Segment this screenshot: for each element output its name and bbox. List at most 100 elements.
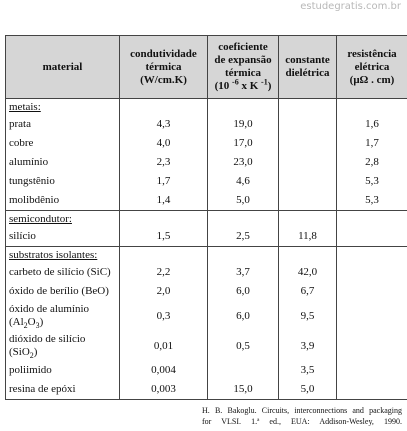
empty-cell [336,246,407,263]
cell-value: 3,7 [236,266,250,278]
material-cell: cobre [5,134,120,153]
material-cell: silício [5,227,120,247]
cell-value: 6,0 [236,309,250,322]
section-title: metais: [9,100,41,113]
text-segment: tungstênio [9,175,55,187]
cell-value: 11,8 [298,230,317,242]
cell-value: 0,3 [156,309,171,322]
data-row: dióxido de silício (SiO2) 0,01 0,5 3,9 [5,331,407,361]
cell-line: (μΩ . cm) [337,74,407,87]
header-cell: material [5,35,120,99]
value-cell: 1,5 [119,227,208,247]
value-cell: 15,0 [207,380,279,400]
cell-value: 5,3 [365,175,379,187]
data-row: carbeto de silício (SiC) 2,2 3,7 42,0 [5,263,407,282]
value-cell: 2,2 [119,263,208,282]
text-segment: resistência [347,47,397,60]
value-cell: 2,8 [336,153,407,172]
section-row: semicondutor: [5,210,407,227]
text-segment: x K [238,80,262,92]
value-cell: 4,3 [119,115,208,134]
value-cell: 1,7 [119,172,208,191]
cell-value: 1,5 [156,230,171,242]
cell-value: 4,3 [156,118,171,130]
value-cell [278,115,337,134]
value-cell [336,282,407,301]
value-cell [336,301,407,331]
cell-value: 42,0 [297,266,318,278]
value-cell [336,263,407,282]
section-title-cell: semicondutor: [5,210,120,227]
value-cell [278,134,337,153]
cell-value: 19,0 [233,118,253,130]
cell-line: óxido de berílio (BeO) [9,285,119,298]
material-cell: poliimido [5,361,120,380]
text-segment: (10 [214,80,233,92]
value-cell: 0,004 [119,361,208,380]
header-cell: constante dielétrica [278,35,337,99]
value-cell [207,361,279,380]
cell-value: 2,0 [156,285,171,297]
cell-value: 5,0 [300,383,315,395]
value-cell [336,227,407,247]
text-segment: ) [267,80,272,92]
section-title: substratos isolantes: [9,248,98,261]
cell-line: óxido de alumínio [9,303,119,316]
value-cell: 5,0 [207,191,279,211]
cell-value: 6,0 [236,285,250,297]
cell-line: constante [279,54,336,67]
value-cell [278,191,337,211]
cell-line: poliimido [9,364,119,377]
empty-cell [207,246,279,263]
cell-value: 0,003 [151,383,176,395]
empty-cell [278,98,337,115]
value-cell: 4,6 [207,172,279,191]
cell-line: elétrica [337,61,407,74]
empty-cell [207,210,279,227]
text-segment: material [42,60,83,73]
cell-line: (10 -6 x K -1) [208,78,278,93]
value-cell: 2,0 [119,282,208,301]
empty-cell [278,210,337,227]
cell-line: resina de epóxi [9,383,119,396]
cell-value: 0,01 [153,339,174,352]
text-segment: resina de epóxi [9,383,76,395]
cell-line: (Al2O3) [9,316,119,331]
data-row: óxido de alumínio (Al2O3) 0,3 6,0 9,5 [5,301,407,331]
value-cell: 3,5 [278,361,337,380]
value-cell [336,380,407,400]
script-text: 3 [35,321,40,331]
script-text: 2 [29,351,34,361]
value-cell [336,331,407,361]
cell-line: (W/cm.K) [120,74,207,87]
material-cell: alumínio [5,153,120,172]
empty-cell [119,98,208,115]
cell-value: 2,3 [156,156,171,168]
value-cell: 5,3 [336,172,407,191]
text-segment: prata [9,118,31,130]
text-segment: óxido de berílio (BeO) [9,285,109,297]
footer: H. B. Bakoglu. Circuits, interconnection… [202,405,402,427]
cell-line: de expansão [208,54,278,67]
material-cell: prata [5,115,120,134]
text-segment: poliimido [9,364,52,376]
value-cell: 42,0 [278,263,337,282]
data-row: alumínio 2,3 23,0 2,8 [5,153,407,172]
data-row: prata 4,3 19,0 1,6 [5,115,407,134]
value-cell: 1,6 [336,115,407,134]
cell-line: (SiO2) [9,346,119,361]
material-cell: carbeto de silício (SiC) [5,263,120,282]
cell-value: 5,3 [365,194,379,206]
text-segment: silício [9,230,36,242]
empty-cell [119,246,208,263]
value-cell: 6,0 [207,282,279,301]
value-cell: 5,3 [336,191,407,211]
empty-cell [119,210,208,227]
text-segment: (Al [9,316,24,328]
cell-line: prata [9,118,119,131]
data-row: molibdênio 1,4 5,0 5,3 [5,191,407,211]
cell-line: alumínio [9,156,119,169]
empty-cell [336,98,407,115]
value-cell: 3,7 [207,263,279,282]
material-cell: molibdênio [5,191,120,211]
